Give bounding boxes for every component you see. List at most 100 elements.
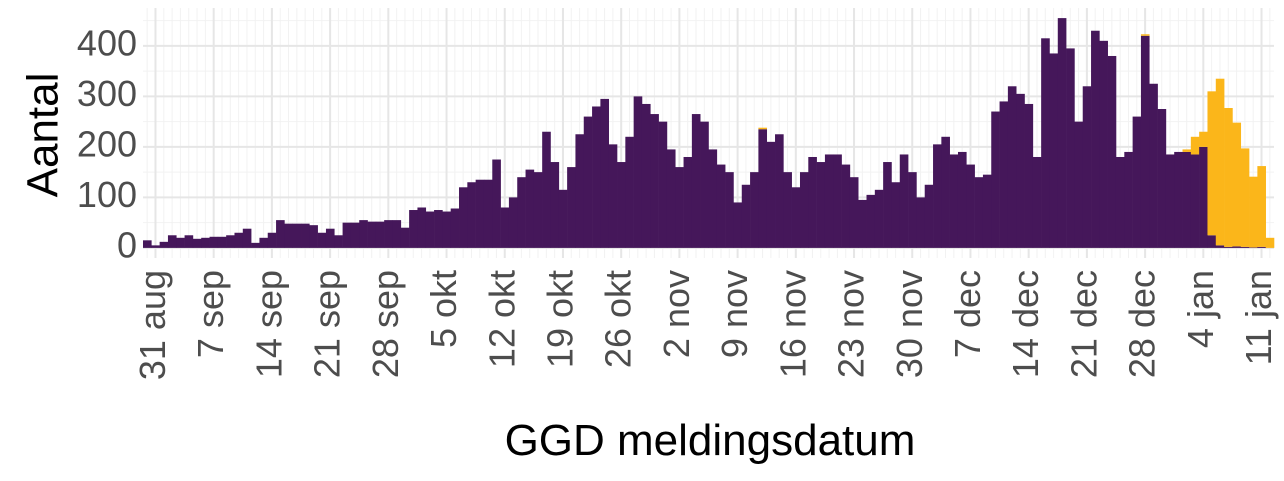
bar-segment [982, 174, 992, 248]
bar-segment [758, 129, 768, 248]
bar-segment [459, 187, 468, 248]
x-tick-label: 14 sep [248, 270, 289, 378]
bar-segment [558, 189, 568, 248]
bar-segment [442, 211, 451, 248]
bar-segment [1066, 48, 1075, 248]
bar-segment [267, 232, 277, 248]
bar-segment [1107, 55, 1117, 248]
bar-segment [1140, 34, 1150, 36]
bar-segment [941, 136, 950, 248]
x-tick-label: 26 okt [598, 270, 639, 368]
y-tick-label: 400 [77, 22, 137, 63]
x-tick-label: 14 dec [1005, 270, 1046, 378]
bar-segment [924, 184, 934, 248]
bar-segment [483, 179, 493, 248]
bar-segment [808, 156, 817, 248]
bar-segment [1215, 245, 1225, 248]
bar-segment [650, 114, 659, 248]
y-axis-title: Aantal [19, 73, 68, 198]
bar-segment [309, 225, 318, 248]
bar-segment [550, 162, 560, 248]
bar-segment [1257, 246, 1266, 248]
bar-segment [1207, 235, 1217, 248]
bar-segment [167, 235, 177, 248]
bar-segment [1165, 154, 1175, 248]
bar-segment [184, 235, 194, 248]
bar-segment [608, 144, 618, 248]
bar-segment [151, 245, 160, 248]
bar-segment [325, 228, 335, 248]
bar-segment [176, 237, 185, 248]
bar-segment [1199, 131, 1208, 147]
x-tick-label: 12 okt [481, 270, 522, 368]
bar-segment [209, 236, 219, 248]
bar-segment [417, 207, 427, 248]
x-axis-title: GGD meldingsdatum [505, 416, 916, 465]
bar-segment [533, 172, 543, 248]
bar-segment [1016, 93, 1025, 248]
bar-segment [450, 208, 460, 248]
bar-segment [359, 220, 368, 248]
x-tick-label: 28 dec [1122, 270, 1163, 378]
bar-segment [1049, 53, 1059, 248]
bar-segment [625, 136, 634, 248]
bar-segment [799, 172, 809, 248]
bar-segment [217, 236, 227, 248]
bar-segment [783, 172, 792, 248]
bar-segment [409, 210, 418, 248]
bar-segment [508, 197, 518, 248]
x-tick-label: 16 nov [772, 270, 813, 378]
bar-segment [683, 156, 693, 248]
bar-segment [775, 134, 784, 248]
bar-segment [567, 167, 576, 248]
bar-segment [276, 220, 285, 248]
bar-segment [750, 172, 759, 248]
y-tick-label: 300 [77, 73, 137, 114]
bar-segment [159, 241, 169, 248]
bar-segment [492, 159, 501, 248]
bar-segment [1207, 91, 1217, 236]
bar-segment [666, 149, 676, 248]
bar-segment [716, 164, 726, 248]
bar-segment [242, 228, 252, 248]
y-tick-label: 200 [77, 123, 137, 164]
bar-segment [1157, 109, 1167, 248]
bar-segment [633, 96, 643, 248]
bar-segment [467, 182, 476, 248]
x-tick-label: 31 aug [132, 270, 173, 380]
x-tick-label: 5 okt [423, 270, 464, 348]
bar-segment [384, 220, 393, 248]
bar-segment [1057, 18, 1067, 248]
x-tick-label: 19 okt [539, 270, 580, 368]
bar-segment [350, 222, 360, 248]
bar-segment [1132, 116, 1142, 248]
bar-segment [143, 240, 152, 248]
x-tick-label: 23 nov [831, 270, 872, 378]
bar-segment [908, 172, 917, 248]
bar-segment [1032, 156, 1042, 248]
bar-segment [583, 116, 593, 248]
x-tick-label: 7 sep [190, 270, 231, 358]
bar-segment [234, 232, 244, 248]
bar-segment [425, 211, 435, 248]
bar-segment [1240, 148, 1250, 247]
bar-segment [974, 177, 984, 248]
bar-segment [841, 164, 851, 248]
bar-segment [201, 237, 210, 248]
bar-segment [791, 187, 801, 248]
bar-segment [1074, 121, 1084, 248]
x-tick-label: 4 jan [1180, 270, 1221, 348]
bar-segment [317, 232, 327, 248]
bar-segment [1099, 40, 1108, 248]
bar-segment [1174, 151, 1183, 248]
bar-segment [758, 127, 768, 130]
bar-segment [849, 177, 859, 248]
bar-segment [1091, 30, 1100, 248]
bar-segment [933, 144, 942, 248]
bar-segment [375, 221, 385, 248]
bar-segment [575, 134, 585, 248]
bar-segment [866, 194, 876, 248]
bar-segment [617, 162, 626, 248]
x-tick-label: 9 nov [714, 270, 755, 358]
